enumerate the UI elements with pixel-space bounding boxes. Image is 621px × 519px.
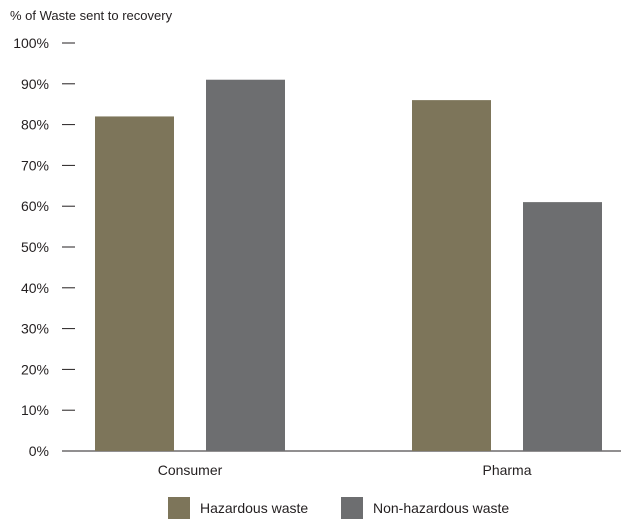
y-tick-label: 70%	[21, 157, 49, 173]
legend-item-non-hazardous: Non-hazardous waste	[341, 497, 509, 519]
x-category-label: Pharma	[482, 462, 531, 478]
y-tick-label: 60%	[21, 198, 49, 214]
y-tick-label: 100%	[13, 35, 49, 51]
bar-pharma-non-hazardous	[523, 202, 602, 451]
legend-label-non-hazardous: Non-hazardous waste	[373, 500, 510, 516]
y-tick-label: 90%	[21, 76, 49, 92]
legend-swatch-hazardous	[168, 497, 190, 519]
y-tick-label: 10%	[21, 402, 49, 418]
legend: Hazardous waste Non-hazardous waste	[0, 497, 621, 519]
y-tick-label: 40%	[21, 280, 49, 296]
legend-item-hazardous: Hazardous waste	[168, 497, 308, 519]
y-axis-title: % of Waste sent to recovery	[10, 8, 173, 23]
bar-consumer-hazardous	[95, 116, 174, 451]
y-tick-label: 0%	[29, 443, 49, 459]
bar-pharma-hazardous	[412, 100, 491, 452]
legend-label-hazardous: Hazardous waste	[200, 500, 309, 516]
y-tick-label: 30%	[21, 321, 49, 337]
y-tick-label: 50%	[21, 239, 49, 255]
x-category-label: Consumer	[158, 462, 223, 478]
bar-consumer-non-hazardous	[206, 79, 285, 451]
y-tick-label: 20%	[21, 361, 49, 377]
y-tick-label: 80%	[21, 117, 49, 133]
legend-swatch-non-hazardous	[341, 497, 363, 519]
